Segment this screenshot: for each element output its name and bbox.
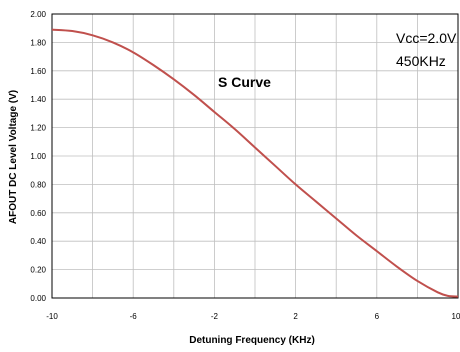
y-tick-label: 1.00 [30,152,46,161]
x-tick-label: -10 [46,312,58,321]
y-tick-label: 0.60 [30,209,46,218]
y-axis-label: AFOUT DC Level Voltage (V) [8,90,19,224]
series-line [51,28,459,298]
x-tick-label: -6 [130,312,138,321]
annotation-frequency: 450KHz [396,53,446,69]
grid-lines [52,14,458,298]
y-tick-label: 2.00 [30,10,46,19]
x-axis-label: Detuning Frequency (KHz) [189,335,315,346]
y-tick-label: 0.20 [30,266,46,275]
y-tick-label: 1.40 [30,95,46,104]
x-tick-label: 2 [293,312,298,321]
y-tick-label: 0.80 [30,180,46,189]
x-tick-label: 10 [452,312,460,321]
x-tick-labels: -10 -6 -2 2 6 10 [46,312,460,321]
y-tick-label: 1.20 [30,124,46,133]
plot-frame [51,13,459,299]
x-tick-label: -2 [211,312,219,321]
x-tick-label: 6 [375,312,380,321]
chart-title: S Curve [218,74,271,90]
y-tick-labels: 0.00 0.20 0.40 0.60 0.80 1.00 1.20 1.40 1.60 1.80… [30,10,46,303]
y-tick-label: 1.80 [30,38,46,47]
y-tick-label: 0.40 [30,237,46,246]
y-tick-label: 0.00 [30,294,46,303]
y-tick-label: 1.60 [30,67,46,76]
annotation-vcc: Vcc=2.0V [396,30,457,46]
